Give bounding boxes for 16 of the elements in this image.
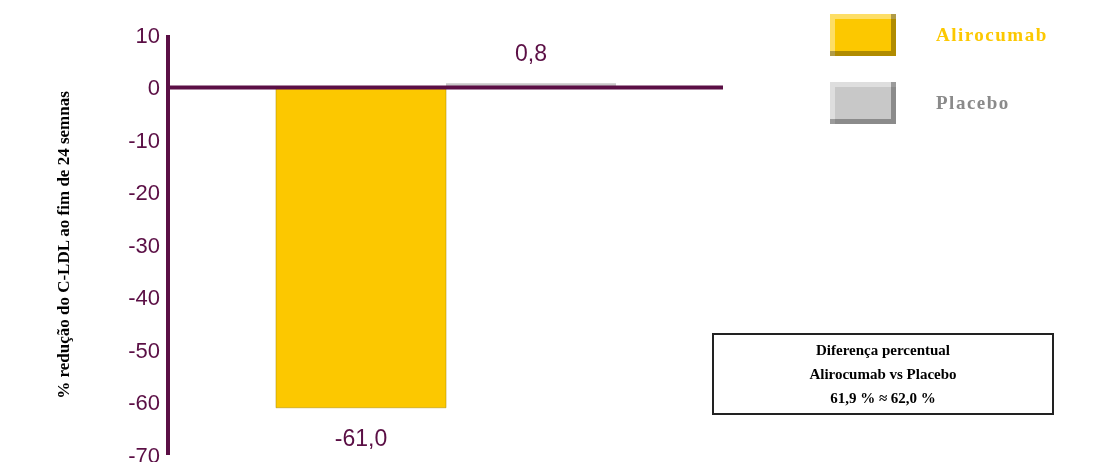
y-tick-label: -40 — [128, 285, 160, 311]
y-axis-title: % redução do C-LDL ao fim de 24 semnas — [54, 90, 74, 399]
text: Diferença percentual — [815, 341, 951, 360]
data-label: -61,0 — [334, 424, 388, 451]
y-tick-label: 10 — [135, 22, 160, 48]
y-tick-label: -30 — [128, 232, 160, 258]
legend-label: Alirocumab — [936, 24, 1048, 46]
y-tick-label: -10 — [128, 127, 160, 153]
legend-label: Placebo — [936, 92, 1010, 114]
y-tick-label: -20 — [128, 180, 160, 206]
y-tick-label: -50 — [128, 337, 160, 363]
data-label: 0,8 — [515, 40, 547, 67]
y-tick-label: -60 — [128, 390, 160, 416]
y-tick-label: 0 — [147, 75, 160, 101]
text: Alirocumab vs Placebo — [808, 365, 958, 384]
text: 61,9 % ≈ 62,0 % — [829, 389, 937, 408]
